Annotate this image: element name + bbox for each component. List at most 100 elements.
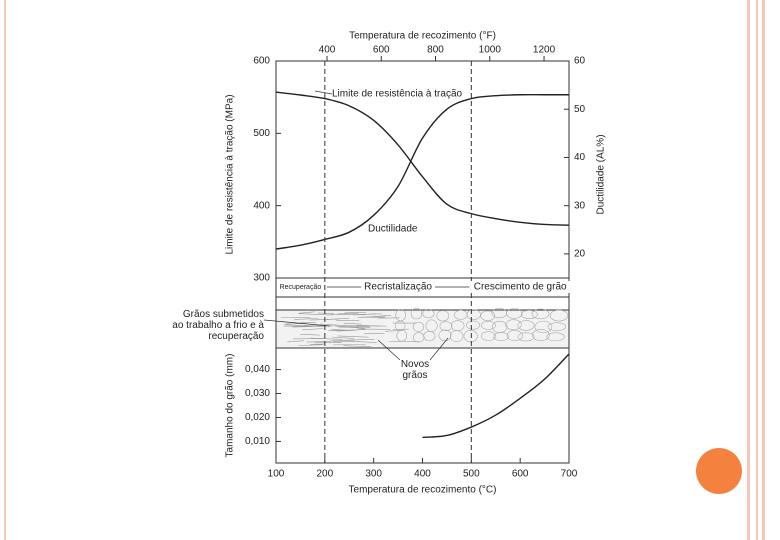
plot-frame <box>275 60 570 464</box>
texture-stroke <box>293 337 326 340</box>
texture-grain <box>436 310 450 322</box>
x-axis-title: Temperatura de recozimento (°C) <box>349 485 497 496</box>
texture-stroke <box>294 318 319 320</box>
x2-tick-label: 800 <box>427 45 444 56</box>
texture-stroke <box>337 335 369 338</box>
x2-tick-label: 1000 <box>479 45 502 56</box>
texture-grain <box>412 321 425 332</box>
y2-tick-label: 20 <box>574 249 586 260</box>
slide-border <box>747 0 750 540</box>
texture-grain <box>439 321 453 331</box>
region-label: Recristalização <box>364 282 432 293</box>
texture-stroke <box>317 312 334 314</box>
texture-grain <box>438 329 452 342</box>
region-label: Crescimento de grão <box>474 282 567 293</box>
series-label: Limite de resistência à tração <box>332 89 463 100</box>
y-axis-title: Tamanho do grão (mm) <box>225 354 236 458</box>
texture-stroke <box>338 326 371 329</box>
texture-stroke <box>357 328 391 330</box>
y-tick-label: 400 <box>253 200 270 211</box>
slide-border <box>762 0 765 540</box>
texture-stroke <box>298 311 315 314</box>
y-tick-label: 0,040 <box>245 364 270 375</box>
y-tick-label: 500 <box>253 128 270 139</box>
texture-stroke <box>330 324 357 327</box>
texture-grain <box>532 329 550 341</box>
x2-tick-label: 1200 <box>533 45 556 56</box>
region-label: Recuperação <box>280 284 322 291</box>
x2-tick-label: 400 <box>319 45 336 56</box>
texture-stroke <box>326 317 350 320</box>
texture-grain <box>480 320 496 330</box>
x-tick-label: 300 <box>365 469 382 480</box>
texture-stroke <box>356 325 387 327</box>
texture-grain <box>531 308 550 320</box>
y2-axis-title: Ductilidade (AL%) <box>596 134 607 214</box>
texture-stroke <box>357 341 377 343</box>
y2-tick-label: 50 <box>574 104 586 115</box>
x2-tick-label: 600 <box>373 45 390 56</box>
y-tick-label: 0,020 <box>245 412 270 423</box>
texture-stroke <box>357 315 386 318</box>
label-leader <box>377 339 401 361</box>
texture-grain <box>493 332 509 342</box>
texture-stroke <box>332 329 366 332</box>
x2-axis-title: Temperatura de recozimento (°F) <box>349 31 496 42</box>
label-leader <box>314 90 333 95</box>
texture-stroke <box>298 344 323 346</box>
label-bg <box>361 281 435 293</box>
texture-stroke <box>299 313 333 316</box>
slide-bullet <box>696 448 742 494</box>
slide-border <box>756 0 758 540</box>
texture-stroke <box>284 324 309 327</box>
texture-stroke <box>306 340 332 343</box>
texture-grain <box>547 322 567 332</box>
texture-grain <box>463 329 478 343</box>
y2-tick-label: 30 <box>574 200 586 211</box>
y2-tick-label: 40 <box>574 152 586 163</box>
micrograph-label: Grãos submetidos ao trabalho a frio e à … <box>172 309 264 342</box>
texture-grain <box>506 308 523 319</box>
texture-grain <box>549 309 569 322</box>
texture-grain <box>466 320 481 330</box>
y2-tick-label: 60 <box>574 56 586 67</box>
x-tick-label: 100 <box>268 469 285 480</box>
texture-grain <box>422 309 435 319</box>
x-tick-label: 500 <box>463 469 480 480</box>
y-tick-label: 600 <box>253 56 270 67</box>
micrograph-label: Novos grãos <box>400 359 430 381</box>
label-leader <box>429 337 449 361</box>
texture-stroke <box>332 336 354 339</box>
y-tick-label: 0,010 <box>245 436 270 447</box>
label-bg <box>276 281 325 293</box>
texture-grain <box>546 332 565 342</box>
texture-stroke <box>343 345 372 347</box>
texture-grain <box>480 310 496 321</box>
texture-grain <box>396 329 408 342</box>
texture-stroke <box>343 322 362 325</box>
texture-grain <box>517 320 535 331</box>
line-series <box>275 93 569 250</box>
texture-grain <box>449 330 464 343</box>
texture-grain <box>534 320 553 333</box>
series-label: Ductilidade <box>368 224 418 235</box>
label-leader <box>263 319 331 327</box>
micrograph-texture <box>280 308 569 347</box>
texture-stroke <box>342 338 375 341</box>
texture-grain <box>394 320 406 331</box>
x-tick-label: 600 <box>512 469 529 480</box>
texture-grain <box>517 332 535 342</box>
texture-stroke <box>280 316 311 319</box>
line-series <box>422 353 570 439</box>
y-tick-label: 0,030 <box>245 388 270 399</box>
slide-border <box>4 0 6 540</box>
label-bg <box>470 281 570 293</box>
texture-grain <box>410 308 423 320</box>
y-tick-label: 300 <box>253 273 270 284</box>
texture-grain <box>423 331 436 341</box>
x-tick-label: 200 <box>316 469 333 480</box>
texture-grain <box>520 309 538 319</box>
texture-stroke <box>301 328 324 331</box>
